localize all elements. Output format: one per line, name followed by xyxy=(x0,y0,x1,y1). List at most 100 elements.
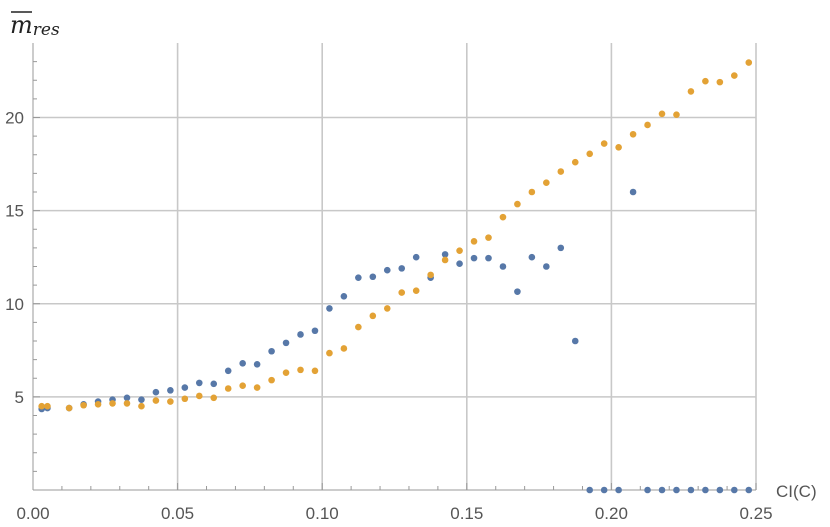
data-point xyxy=(658,486,666,494)
data-points xyxy=(38,59,753,494)
data-point xyxy=(152,388,160,396)
data-point xyxy=(499,213,507,221)
data-point xyxy=(181,395,189,403)
data-point xyxy=(600,140,608,147)
data-point xyxy=(355,274,362,281)
axes xyxy=(32,43,756,491)
data-point xyxy=(745,59,753,66)
data-point xyxy=(195,379,203,387)
data-point xyxy=(586,486,594,494)
data-point xyxy=(543,179,550,186)
data-point xyxy=(456,247,463,254)
data-point xyxy=(326,305,333,312)
data-point xyxy=(485,254,492,262)
data-point xyxy=(138,402,145,410)
y-tick-label: 10 xyxy=(5,295,24,314)
data-point xyxy=(369,312,377,320)
data-point xyxy=(412,287,420,295)
data-point xyxy=(253,384,261,391)
data-point xyxy=(427,271,434,279)
data-point xyxy=(514,288,521,295)
data-point xyxy=(123,394,131,402)
data-point xyxy=(398,265,406,272)
data-point xyxy=(167,398,174,405)
data-point xyxy=(629,130,637,138)
data-point xyxy=(210,380,218,388)
data-point xyxy=(644,121,651,129)
data-point xyxy=(152,397,160,404)
data-point xyxy=(586,150,594,158)
data-point xyxy=(195,392,203,400)
series-2 xyxy=(38,59,753,412)
data-point xyxy=(716,78,724,86)
data-point xyxy=(571,337,579,345)
data-point xyxy=(485,234,492,241)
data-point xyxy=(600,486,608,494)
data-point xyxy=(369,273,377,281)
data-point xyxy=(731,486,738,494)
x-axis-label: CI(C) xyxy=(776,482,817,501)
data-point xyxy=(528,188,536,196)
data-point xyxy=(383,305,391,312)
data-point xyxy=(673,486,680,494)
data-point xyxy=(181,384,189,391)
data-point xyxy=(109,400,116,407)
data-point xyxy=(615,144,622,151)
grid xyxy=(33,43,757,490)
tick-labels: 0.00 0.05 0.10 0.15 0.20 0.25 5 10 15 20 xyxy=(5,109,772,524)
data-point xyxy=(239,382,246,390)
x-tick-label: 0.25 xyxy=(739,504,772,523)
y-tick-label: 5 xyxy=(15,388,24,407)
data-point xyxy=(673,111,680,119)
data-point xyxy=(499,263,507,270)
data-point xyxy=(557,244,565,252)
tick-marks xyxy=(32,61,757,490)
data-point xyxy=(557,168,565,175)
data-point xyxy=(658,110,666,118)
y-tick-label: 15 xyxy=(5,202,24,221)
data-point xyxy=(94,401,102,408)
data-point xyxy=(514,200,521,208)
data-point xyxy=(456,260,463,268)
data-point xyxy=(282,339,290,347)
data-point xyxy=(340,345,348,352)
x-tick-label: 0.00 xyxy=(16,504,49,523)
data-point xyxy=(38,402,45,410)
data-point xyxy=(340,293,348,300)
data-point xyxy=(311,327,319,335)
data-point xyxy=(687,486,695,494)
data-point xyxy=(702,486,709,494)
data-point xyxy=(282,369,290,376)
data-point xyxy=(441,251,449,258)
data-point xyxy=(224,385,232,392)
data-point xyxy=(355,323,362,331)
data-point xyxy=(383,266,391,274)
data-point xyxy=(398,289,406,296)
data-point xyxy=(687,88,695,95)
data-point xyxy=(528,253,536,261)
data-point xyxy=(297,366,304,374)
data-point xyxy=(311,367,319,375)
x-tick-label: 0.10 xyxy=(306,504,339,523)
x-tick-label: 0.05 xyxy=(161,504,194,523)
data-point xyxy=(470,238,478,245)
x-tick-label: 0.20 xyxy=(595,504,628,523)
data-point xyxy=(167,387,174,394)
y-tick-label: 20 xyxy=(5,109,24,128)
data-point xyxy=(629,188,637,196)
data-point xyxy=(702,77,709,85)
data-point xyxy=(615,486,622,494)
data-point xyxy=(210,394,218,402)
y-axis-label-main: m xyxy=(10,11,33,39)
data-point xyxy=(44,402,51,410)
data-point xyxy=(716,486,724,494)
data-point xyxy=(731,72,738,79)
data-point xyxy=(123,400,131,407)
data-point xyxy=(268,347,275,355)
series-1 xyxy=(38,188,753,494)
data-point xyxy=(470,254,478,262)
data-point xyxy=(268,376,275,384)
data-point xyxy=(239,360,246,367)
data-point xyxy=(441,256,449,264)
